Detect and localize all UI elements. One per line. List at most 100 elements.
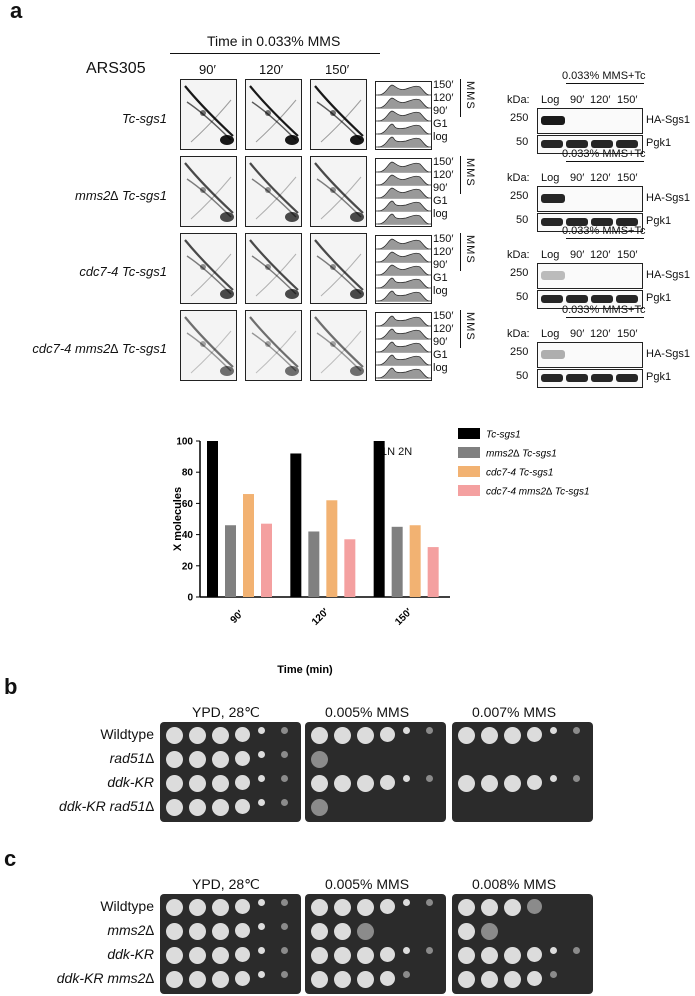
yeast-spot <box>504 899 521 916</box>
yeast-spot <box>311 923 328 940</box>
yeast-spot <box>281 751 288 758</box>
yeast-spot <box>281 799 288 806</box>
flow-sample-label: 90′ <box>433 182 448 194</box>
yeast-spot <box>550 727 557 734</box>
yeast-spot <box>403 947 410 954</box>
yeast-spot <box>426 947 433 954</box>
plate-condition-label: 0.007% MMS <box>472 704 557 720</box>
blot-header: 0.033% MMS+Tc <box>562 70 646 82</box>
yeast-spot <box>166 751 183 768</box>
yeast-spot <box>403 899 410 906</box>
strain-row-label: ddk-KR mms2∆ <box>56 970 154 986</box>
flow-sample-label: G1 <box>433 349 448 361</box>
yeast-spot <box>550 971 557 978</box>
yeast-spot <box>550 775 557 782</box>
yeast-spot <box>481 775 498 792</box>
protein-ha-sgs1: HA-Sgs1 <box>646 348 691 360</box>
blot-band <box>616 374 638 382</box>
yeast-spot <box>527 899 542 914</box>
flow-histograms <box>376 84 431 148</box>
yeast-spot <box>380 775 395 790</box>
yeast-spot <box>281 775 288 782</box>
yeast-spot <box>166 899 183 916</box>
two-d-gel-image <box>310 233 367 304</box>
blot-lane-label: Log <box>541 94 560 106</box>
plate-condition-label: YPD, 28℃ <box>192 704 260 720</box>
blot-band <box>566 140 588 148</box>
blot-lane-label: 150′ <box>617 249 638 261</box>
marker-250: 250 <box>510 190 529 202</box>
blot-lane-label: 90′ <box>570 249 585 261</box>
flow-sample-label: log <box>433 208 448 220</box>
gel-arcs <box>184 239 234 299</box>
yeast-spot <box>212 947 229 964</box>
yeast-spot <box>258 971 265 978</box>
y-tick-label: 0 <box>187 593 193 604</box>
panel-letter-b: b <box>4 674 18 699</box>
strain-label-2: mms2∆ Tc-sgs1 <box>75 188 167 203</box>
yeast-spot <box>212 799 229 816</box>
y-axis-label: X molecules <box>172 487 184 551</box>
blot-header: 0.033% MMS+Tc <box>562 148 646 160</box>
yeast-spot <box>311 899 328 916</box>
two-d-gel-image <box>180 156 237 227</box>
yeast-spot <box>357 923 374 940</box>
blot-header: 0.033% MMS+Tc <box>562 225 646 237</box>
x-tick-label: 90′ <box>229 608 247 626</box>
legend-label: cdc7-4 mms2∆ Tc-sgs1 <box>486 487 590 498</box>
yeast-spot <box>403 727 410 734</box>
flow-sample-label: G1 <box>433 195 448 207</box>
protein-ha-sgs1: HA-Sgs1 <box>646 269 691 281</box>
y-tick-label: 100 <box>176 437 193 448</box>
plate-condition-label: 0.005% MMS <box>325 876 410 892</box>
yeast-spot <box>189 727 206 744</box>
marker-50: 50 <box>516 370 529 382</box>
mms-bracket <box>460 79 461 117</box>
yeast-spot <box>426 727 433 734</box>
blot-lane-label: Log <box>541 328 560 340</box>
blot-lane-label: Log <box>541 172 560 184</box>
flow-sample-label: 90′ <box>433 259 448 271</box>
blot-lane-label: 150′ <box>617 328 638 340</box>
yeast-spot <box>527 971 542 986</box>
yeast-spot <box>458 947 475 964</box>
flow-sample-label: G1 <box>433 118 448 130</box>
flow-sample-label: 150′ <box>433 310 454 322</box>
gel-arcs <box>249 162 299 222</box>
legend-swatch <box>458 428 480 439</box>
yeast-spot <box>212 899 229 916</box>
flow-cytometry-profile <box>375 158 432 227</box>
ha-sgs1-blot <box>537 263 643 289</box>
blot-band <box>541 116 565 125</box>
blot-lane-label: 150′ <box>617 94 638 106</box>
blot-lane-label: 150′ <box>617 172 638 184</box>
flow-cytometry-profile <box>375 235 432 304</box>
two-d-gel-image <box>310 79 367 150</box>
yeast-spot <box>573 947 580 954</box>
bar <box>427 547 439 597</box>
pgk1-blot <box>537 290 643 309</box>
blot-lane-label: 90′ <box>570 328 585 340</box>
strain-row-label: Wildtype <box>100 898 154 914</box>
kda-label: kDa: <box>507 249 530 261</box>
flow-sample-label: log <box>433 131 448 143</box>
strain-row-label: ddk-KR <box>107 774 154 790</box>
yeast-spot <box>258 799 265 806</box>
yeast-spot <box>281 947 288 954</box>
flow-histograms <box>376 238 431 302</box>
yeast-spot <box>458 727 475 744</box>
yeast-spot <box>334 971 351 988</box>
yeast-spot <box>481 923 498 940</box>
kda-label: kDa: <box>507 328 530 340</box>
yeast-spot <box>380 727 395 742</box>
blot-band <box>541 140 563 148</box>
yeast-spot <box>357 775 374 792</box>
yeast-spot <box>166 799 183 816</box>
marker-50: 50 <box>516 291 529 303</box>
yeast-spot <box>380 899 395 914</box>
agar-plate <box>305 722 446 822</box>
yeast-spot <box>235 751 250 766</box>
bar <box>207 441 218 597</box>
yeast-spot <box>189 799 206 816</box>
yeast-spot <box>334 899 351 916</box>
